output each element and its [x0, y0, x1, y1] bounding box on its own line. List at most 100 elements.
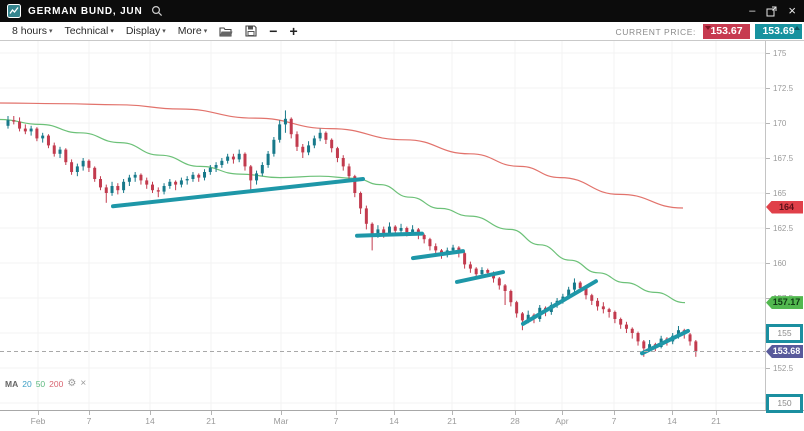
candle-body [636, 333, 640, 342]
close-button[interactable]: × [788, 3, 796, 18]
zoom-out-button[interactable]: − [269, 22, 278, 39]
time-tick [211, 411, 212, 415]
trendline-drawing[interactable] [411, 249, 465, 261]
candle-body [197, 174, 201, 178]
technical-menu[interactable]: Technical ▾ [64, 25, 114, 37]
candle-body [220, 160, 224, 165]
candle-body [428, 239, 432, 247]
candle-body [231, 156, 235, 160]
bid-price-badge[interactable]: 153.67 [703, 24, 750, 39]
candle-body [41, 135, 45, 139]
candle-body [70, 162, 74, 172]
price-tick-label: 152.5 [766, 363, 793, 373]
candle-body [694, 341, 698, 352]
candle-body [52, 145, 56, 154]
time-tick-label: 14 [389, 416, 399, 426]
time-tick [716, 411, 717, 415]
time-tick-label: 7 [333, 416, 339, 426]
price-axis[interactable]: 175 172.5 170 167.5 165 162.5 160 157.5 155 152.5… [765, 41, 804, 410]
candle-body [468, 264, 472, 269]
candle-body [81, 160, 85, 167]
candle-body [520, 313, 524, 321]
candle-body [87, 160, 91, 168]
time-tick-label: 21 [206, 416, 216, 426]
candle-body [596, 300, 600, 307]
time-tick [150, 411, 151, 415]
time-axis[interactable]: Feb 7 14 21 Mar 7 14 21 28 Apr 7 14 21 [0, 410, 804, 431]
candle-body [266, 153, 270, 165]
chart-canvas[interactable] [0, 41, 765, 410]
time-tick [614, 411, 615, 415]
time-tick [89, 411, 90, 415]
candle-body [35, 128, 39, 139]
trendline-drawing[interactable] [640, 328, 690, 356]
popout-button[interactable] [766, 6, 777, 17]
trendline-drawing[interactable] [111, 177, 365, 209]
time-tick [336, 411, 337, 415]
minimize-button[interactable]: – [749, 5, 756, 17]
ma-period-50: 50 [35, 378, 46, 389]
candle-body [578, 282, 582, 289]
candle-body [23, 128, 27, 132]
candle-body [422, 235, 426, 240]
save-icon[interactable] [245, 25, 257, 37]
chevron-down-icon: ▾ [162, 28, 166, 35]
candle-body [191, 174, 195, 179]
time-tick [672, 411, 673, 415]
candle-body [590, 295, 594, 301]
candle-body [324, 132, 328, 140]
candle-body [434, 246, 438, 251]
display-menu[interactable]: Display ▾ [125, 25, 166, 37]
candle-body [503, 285, 507, 291]
ma-remove-icon[interactable]: × [80, 378, 87, 389]
candle-body [12, 120, 16, 122]
price-tick-label: 160 [766, 258, 786, 268]
title-bar: GERMAN BUND, JUN – × [0, 0, 804, 22]
trendline-drawing[interactable] [355, 231, 424, 238]
chevron-down-icon: ▾ [49, 28, 53, 35]
candle-body [203, 172, 207, 178]
time-tick-label: 28 [510, 416, 520, 426]
time-tick-label: 14 [667, 416, 677, 426]
candle-body [607, 309, 611, 312]
candle-body [601, 306, 605, 310]
trendline-drawing[interactable] [521, 279, 598, 326]
open-chart-folder-icon[interactable] [219, 26, 233, 37]
time-tick [38, 411, 39, 415]
more-menu[interactable]: More ▾ [177, 25, 208, 37]
candle-body [260, 165, 264, 174]
candle-body [272, 139, 276, 154]
candle-body [127, 177, 131, 182]
time-tick-label: 7 [611, 416, 617, 426]
candle-body [64, 149, 68, 163]
ma-settings-gear-icon[interactable]: ⚙ [67, 378, 77, 389]
candle-body [359, 193, 363, 209]
candle-body [648, 344, 652, 349]
candle-body [567, 289, 571, 297]
time-tick [515, 411, 516, 415]
search-icon[interactable] [151, 5, 163, 17]
zoom-in-button[interactable]: + [289, 22, 298, 39]
price-tick-label: 165 [766, 188, 786, 198]
price-tick-label: 157.5 [766, 293, 793, 303]
candle-body [174, 181, 178, 185]
candle-body [226, 156, 230, 161]
trendline-drawing[interactable] [455, 270, 505, 284]
instrument-title: GERMAN BUND, JUN [28, 5, 143, 17]
candle-body [341, 158, 345, 167]
candle-body [301, 146, 305, 153]
candle-body [387, 226, 391, 234]
ma-200-line [0, 102, 684, 209]
candle-body [515, 302, 519, 314]
time-tick [394, 411, 395, 415]
candle-body [572, 282, 576, 290]
ask-price-badge[interactable]: 153.69 [755, 24, 802, 39]
time-tick-label: Feb [30, 416, 46, 426]
candle-body [480, 270, 484, 275]
candle-body [93, 167, 97, 179]
candle-body [104, 187, 108, 193]
candle-body [382, 229, 386, 234]
app-logo-icon [7, 4, 21, 18]
timeframe-menu[interactable]: 8 hours ▾ [12, 25, 53, 37]
candle-body [58, 149, 62, 154]
